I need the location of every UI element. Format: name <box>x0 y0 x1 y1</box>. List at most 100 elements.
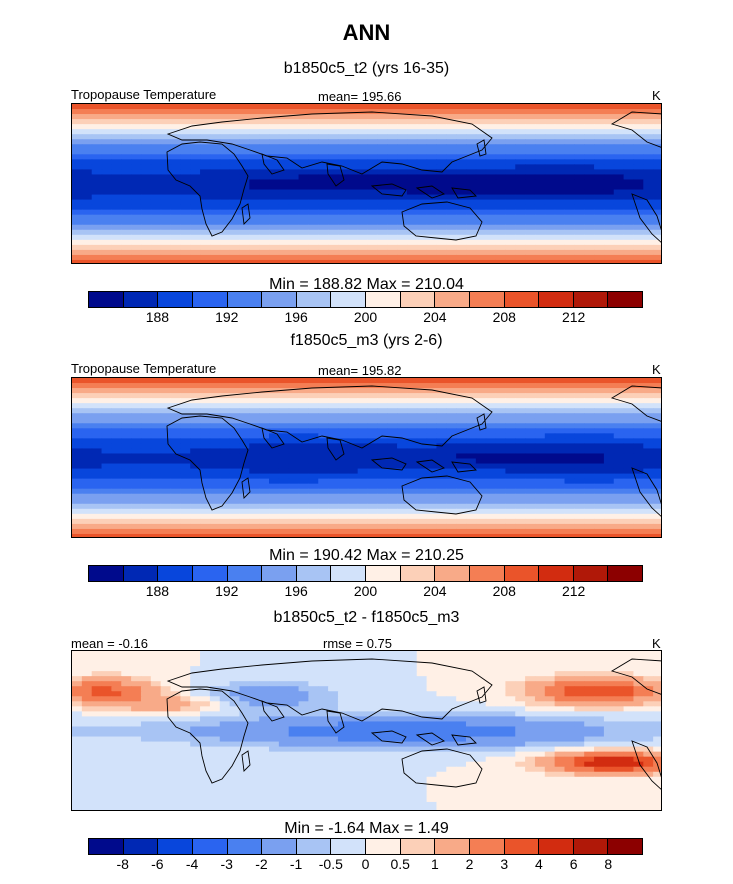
contour-cell <box>387 129 398 135</box>
contour-cell <box>111 179 122 186</box>
contour-cell <box>160 413 172 419</box>
contour-cell <box>150 666 162 672</box>
contour-cell <box>584 159 595 165</box>
contour-cell <box>525 109 536 115</box>
contour-cell <box>239 109 250 115</box>
contour-cell <box>72 164 83 171</box>
contour-cell <box>544 219 556 226</box>
contour-cell <box>544 656 556 662</box>
contour-cell <box>633 214 644 221</box>
contour-cell <box>140 378 152 384</box>
contour-cell <box>613 498 625 505</box>
contour-cell <box>554 726 566 733</box>
contour-cell <box>574 169 585 176</box>
panel-3-map <box>71 650 662 811</box>
contour-cell <box>623 448 635 455</box>
contour-cell <box>131 438 142 445</box>
contour-cell <box>406 239 418 246</box>
contour-cell <box>475 731 487 738</box>
contour-cell <box>456 696 467 702</box>
contour-cell <box>229 523 241 530</box>
contour-cell <box>229 149 241 155</box>
contour-cell <box>81 433 93 439</box>
contour-cell <box>229 463 241 470</box>
contour-cell <box>131 493 142 500</box>
contour-cell <box>594 458 605 465</box>
contour-cell <box>643 144 654 150</box>
contour-cell <box>367 179 378 186</box>
contour-cell <box>633 129 644 135</box>
contour-cell <box>643 388 654 394</box>
contour-cell <box>239 398 250 404</box>
contour-cell <box>150 656 162 662</box>
contour-cell <box>485 144 497 150</box>
contour-cell <box>475 144 487 150</box>
contour-cell <box>101 184 112 191</box>
contour-cell <box>426 488 438 495</box>
contour-cell <box>72 403 83 409</box>
contour-cell <box>603 169 615 176</box>
contour-cell <box>101 249 112 256</box>
contour-cell <box>367 144 378 150</box>
contour-cell <box>653 194 661 201</box>
contour-cell <box>219 149 231 155</box>
contour-cell <box>347 483 359 490</box>
contour-cell <box>209 398 221 404</box>
contour-cell <box>337 433 349 439</box>
contour-cell <box>72 508 83 515</box>
contour-cell <box>288 259 300 263</box>
contour-cell <box>554 104 566 110</box>
contour-cell <box>318 134 329 140</box>
contour-cell <box>288 254 300 261</box>
contour-cell <box>239 483 250 490</box>
contour-cell <box>475 701 487 707</box>
contour-cell <box>426 716 438 723</box>
contour-cell <box>594 468 605 475</box>
contour-cell <box>574 388 585 394</box>
contour-cell <box>219 169 231 176</box>
contour-cell <box>367 239 378 246</box>
contour-cell <box>574 134 585 140</box>
contour-cell <box>633 661 644 667</box>
contour-cell <box>337 104 349 110</box>
contour-cell <box>180 448 191 455</box>
contour-cell <box>131 234 142 241</box>
contour-cell <box>613 199 625 206</box>
contour-cell <box>466 154 477 160</box>
contour-cell <box>269 194 280 201</box>
contour-cell <box>446 736 457 743</box>
contour-cell <box>406 204 418 211</box>
contour-cell <box>328 174 339 181</box>
contour-cell <box>554 408 566 414</box>
contour-cell <box>397 194 408 201</box>
contour-cell <box>278 716 290 723</box>
contour-cell <box>131 184 142 191</box>
contour-cell <box>623 144 635 150</box>
contour-cell <box>180 254 191 261</box>
contour-cell <box>308 488 319 495</box>
contour-cell <box>140 731 152 738</box>
contour-cell <box>239 224 250 231</box>
contour-cell <box>466 189 477 196</box>
contour-cell <box>131 134 142 140</box>
contour-cell <box>328 249 339 256</box>
contour-cell <box>406 194 418 201</box>
contour-cell <box>81 109 93 115</box>
contour-cell <box>328 533 339 537</box>
contour-cell <box>111 149 122 155</box>
contour-cell <box>406 686 418 692</box>
contour-cell <box>91 144 103 150</box>
contour-cell <box>180 219 191 226</box>
contour-cell <box>170 453 181 460</box>
contour-cell <box>377 513 388 520</box>
contour-cell <box>121 651 132 657</box>
contour-cell <box>564 139 575 145</box>
contour-cell <box>209 433 221 439</box>
contour-cell <box>318 393 329 399</box>
contour-cell <box>387 109 398 115</box>
contour-cell <box>633 433 644 439</box>
contour-cell <box>249 656 260 662</box>
contour-cell <box>357 726 369 733</box>
contour-cell <box>229 666 241 672</box>
contour-cell <box>574 149 585 155</box>
